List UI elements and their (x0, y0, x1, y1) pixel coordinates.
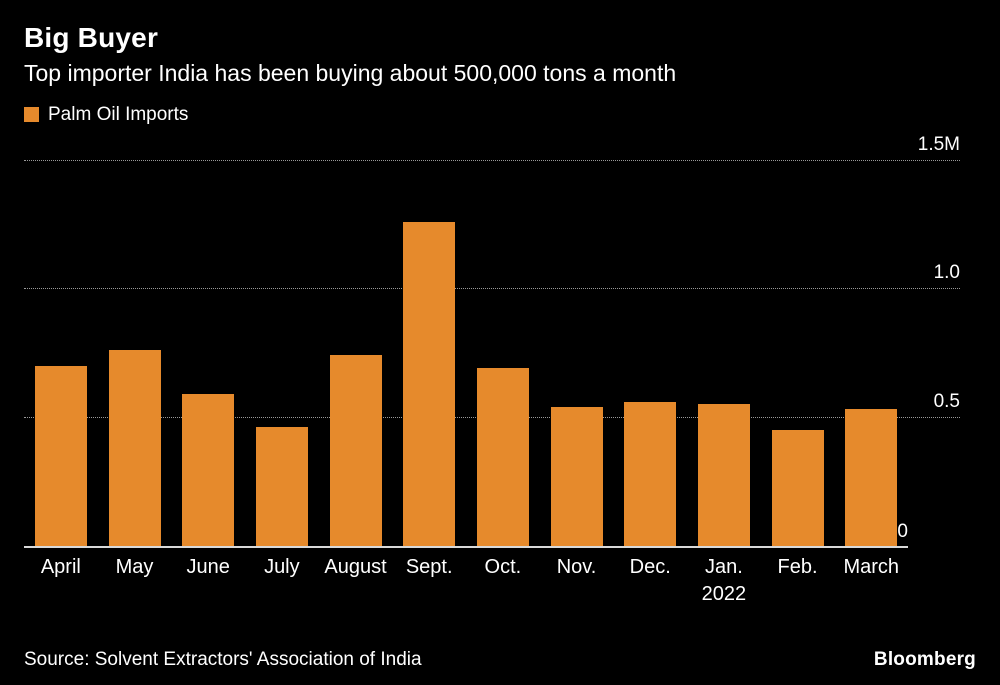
gridline: 1.5M (24, 134, 960, 161)
x-axis-baseline: 0 (24, 521, 908, 548)
bar-june (182, 393, 235, 546)
x-tick-sublabel: 2022 (701, 582, 747, 605)
x-tick-label: Nov. (556, 555, 597, 578)
x-tick-label: Dec. (629, 555, 671, 578)
bar-jan (697, 404, 750, 546)
bar-column (171, 160, 245, 546)
bar-july (255, 427, 308, 546)
bar-column (392, 160, 466, 546)
x-tick-label: Jan. 2022 (687, 554, 761, 608)
bar-column (319, 160, 393, 546)
bar-april (34, 365, 87, 546)
x-tick-label: Sept. (405, 555, 453, 578)
bar-chart: 1.5M 1.0 0.5 0 April May June July August Sept. O… (24, 130, 960, 605)
x-tick-label: July (264, 555, 300, 578)
bar-may (108, 350, 161, 546)
y-tick-label: 1.0 (933, 262, 960, 284)
bar-column (24, 160, 98, 546)
x-tick-label: Feb. (777, 555, 818, 578)
footer: Source: Solvent Extractors' Association … (24, 649, 976, 671)
legend-swatch-icon (24, 107, 39, 123)
x-axis: April May June July August Sept. Oct. Nov. Dec. J… (24, 554, 908, 608)
x-tick-label: April (40, 555, 81, 578)
chart-title: Big Buyer (24, 22, 159, 53)
x-tick-label: August (324, 555, 387, 578)
bar-column (834, 160, 908, 546)
chart-subtitle: Top importer India has been buying about… (24, 60, 677, 87)
legend-label: Palm Oil Imports (48, 103, 189, 125)
bar-march (845, 409, 898, 546)
y-tick-label: 1.5M (917, 133, 960, 155)
bar-nov (550, 406, 603, 546)
bar-column (245, 160, 319, 546)
bloomberg-logo: Bloomberg (873, 649, 976, 670)
bar-sept (403, 221, 456, 546)
bar-oct (476, 368, 529, 546)
x-tick-label: May (115, 555, 154, 578)
y-tick-label: 0 (897, 520, 908, 542)
source-text: Source: Solvent Extractors' Association … (24, 649, 422, 670)
y-tick-label: 0.5 (933, 391, 960, 413)
bar-column (98, 160, 172, 546)
bar-column (466, 160, 540, 546)
bar-column (613, 160, 687, 546)
bar-column (540, 160, 614, 546)
bar-august (329, 355, 382, 546)
bar-dec (624, 401, 677, 546)
bar-feb (771, 429, 824, 546)
x-tick-label: Oct. (484, 555, 522, 578)
x-tick-label: June (186, 555, 230, 578)
bar-column (687, 160, 761, 546)
legend: Palm Oil Imports (24, 104, 976, 126)
bars-container (24, 160, 908, 546)
gridline: 1.0 (24, 262, 960, 290)
x-tick-label: March (843, 555, 900, 578)
bar-column (761, 160, 835, 546)
